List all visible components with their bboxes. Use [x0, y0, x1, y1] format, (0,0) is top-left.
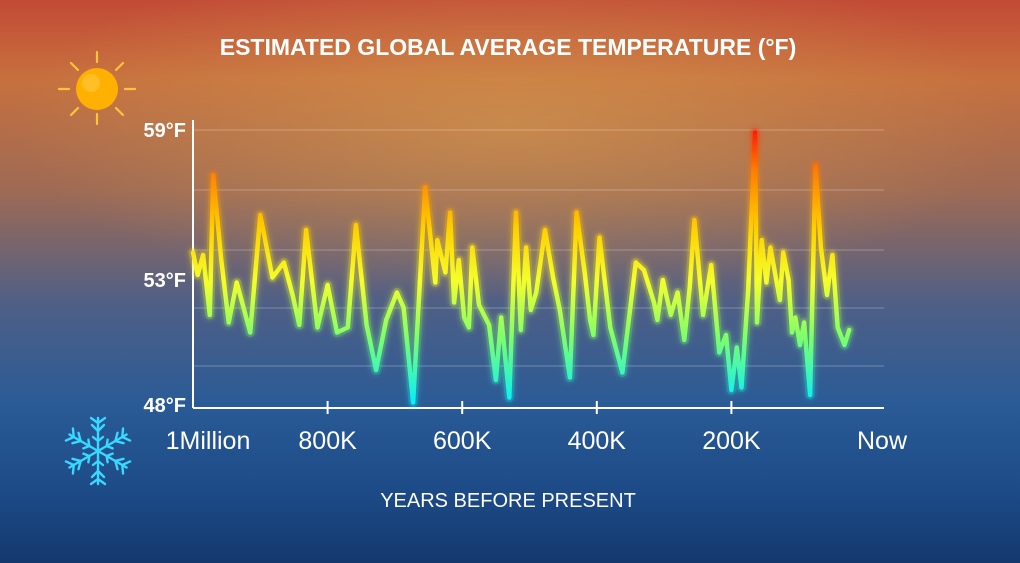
y-tick-label: 53°F: [144, 270, 186, 292]
y-tick-label: 48°F: [144, 395, 186, 417]
x-ticks: 1Million 800K 600K 400K 200K Now: [166, 401, 908, 455]
x-tick-label: 1Million: [166, 427, 251, 455]
sun-icon: [57, 50, 137, 126]
temperature-line: [190, 130, 852, 405]
chart-title: ESTIMATED GLOBAL AVERAGE TEMPERATURE (°F…: [220, 34, 797, 60]
x-tick-label: Now: [857, 427, 908, 455]
x-tick-label: 800K: [298, 427, 357, 455]
x-axis-label: YEARS BEFORE PRESENT: [380, 490, 636, 512]
x-tick-label: 400K: [568, 427, 627, 455]
y-ticks: 59°F 53°F 48°F: [144, 120, 186, 417]
x-tick-label: 600K: [433, 427, 492, 455]
snowflake-icon: [64, 416, 132, 486]
y-tick-label: 59°F: [144, 120, 186, 142]
x-tick-label: 200K: [702, 427, 761, 455]
